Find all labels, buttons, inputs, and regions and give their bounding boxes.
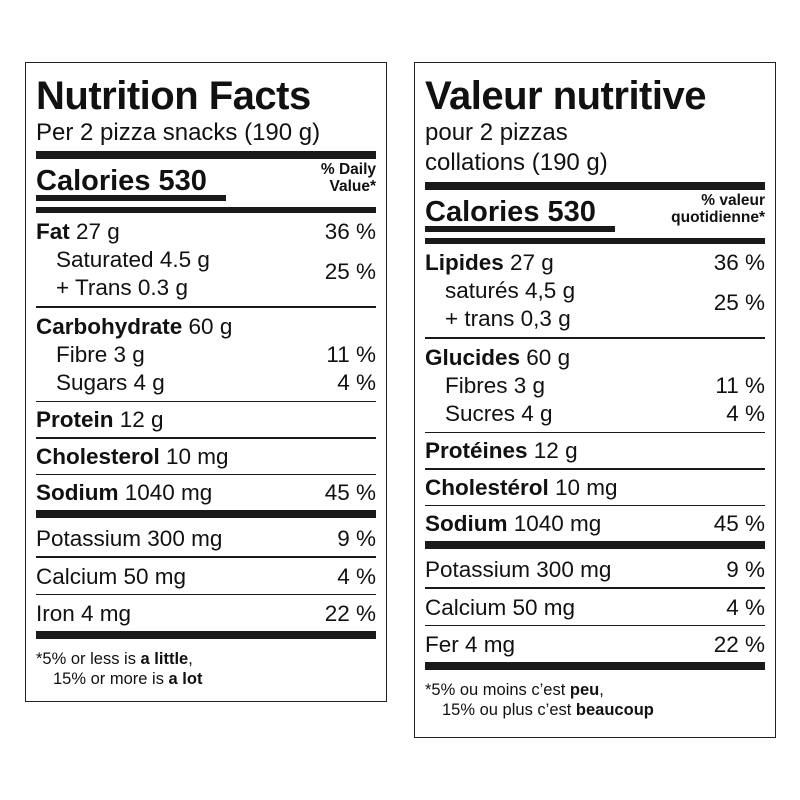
calcium-row: Calcium 50 mg 4 % — [36, 558, 376, 594]
carbohydrate-row: Carbohydrate 60 g — [36, 313, 376, 341]
daily-value-header: % valeur quotidienne* — [671, 192, 765, 226]
iron-row: Fer 4 mg 22 % — [425, 626, 765, 662]
calories-row: Calories 530 % valeur quotidienne* — [425, 190, 765, 234]
calories-underline — [425, 226, 615, 232]
fat-percent: 36 % — [714, 249, 765, 277]
fibre-row: Fibres 3 g 11 % — [425, 372, 765, 400]
serving-size-line1: pour 2 pizzas — [425, 118, 765, 148]
calories-underline — [36, 195, 226, 201]
sodium-row: Sodium 1040 mg 45 % — [36, 475, 376, 510]
divider-heavy — [425, 541, 765, 549]
sat-trans-percent: 25 % — [325, 258, 376, 286]
serving-size-line2: collations (190 g) — [425, 148, 765, 178]
protein-row: Protéines 12 g — [425, 433, 765, 468]
potassium-row: Potassium 300 mg 9 % — [36, 518, 376, 556]
sugars-row: Sugars 4 g 4 % — [36, 369, 376, 397]
divider-heavy — [425, 182, 765, 190]
carbohydrate-group: Carbohydrate 60 g Fibre 3 g 11 % Sugars … — [36, 308, 376, 401]
divider-heavy — [36, 510, 376, 518]
nutrition-facts-panel-english: Nutrition Facts Per 2 pizza snacks (190 … — [25, 62, 387, 702]
calcium-row: Calcium 50 mg 4 % — [425, 589, 765, 625]
protein-row: Protein 12 g — [36, 402, 376, 437]
carbohydrate-group: Glucides 60 g Fibres 3 g 11 % Sucres 4 g… — [425, 339, 765, 432]
fat-percent: 36 % — [325, 218, 376, 246]
fat-row: Lipides 27 g 36 % — [425, 249, 765, 277]
footnote: *5% or less is a little, 15% or more is … — [36, 649, 376, 689]
panel-title: Valeur nutritive — [425, 74, 765, 118]
potassium-row: Potassium 300 mg 9 % — [425, 549, 765, 587]
serving-size: Per 2 pizza snacks (190 g) — [36, 118, 376, 148]
fibre-row: Fibre 3 g 11 % — [36, 341, 376, 369]
sodium-row: Sodium 1040 mg 45 % — [425, 506, 765, 541]
calories-label: Calories 530 — [36, 165, 207, 197]
calories-label: Calories 530 — [425, 196, 596, 228]
panel-title: Nutrition Facts — [36, 74, 376, 118]
fat-group: Fat 27 g 36 % Saturated 4.5 g + Trans 0.… — [36, 213, 376, 306]
carbohydrate-row: Glucides 60 g — [425, 344, 765, 372]
divider-heavy — [36, 151, 376, 159]
sat-trans-percent: 25 % — [714, 289, 765, 317]
nutrition-facts-panel-french: Valeur nutritive pour 2 pizzas collation… — [414, 62, 776, 738]
calories-row: Calories 530 % Daily Value* — [36, 159, 376, 203]
fat-row: Fat 27 g 36 % — [36, 218, 376, 246]
footnote: *5% ou moins c’est peu, 15% ou plus c’es… — [425, 680, 765, 720]
sugars-row: Sucres 4 g 4 % — [425, 400, 765, 428]
fat-group: Lipides 27 g 36 % saturés 4,5 g + trans … — [425, 244, 765, 337]
daily-value-header: % Daily Value* — [321, 161, 376, 195]
cholesterol-row: Cholesterol 10 mg — [36, 439, 376, 474]
cholesterol-row: Cholestérol 10 mg — [425, 470, 765, 505]
iron-row: Iron 4 mg 22 % — [36, 595, 376, 631]
divider-heavy — [36, 631, 376, 639]
divider-heavy — [425, 662, 765, 670]
